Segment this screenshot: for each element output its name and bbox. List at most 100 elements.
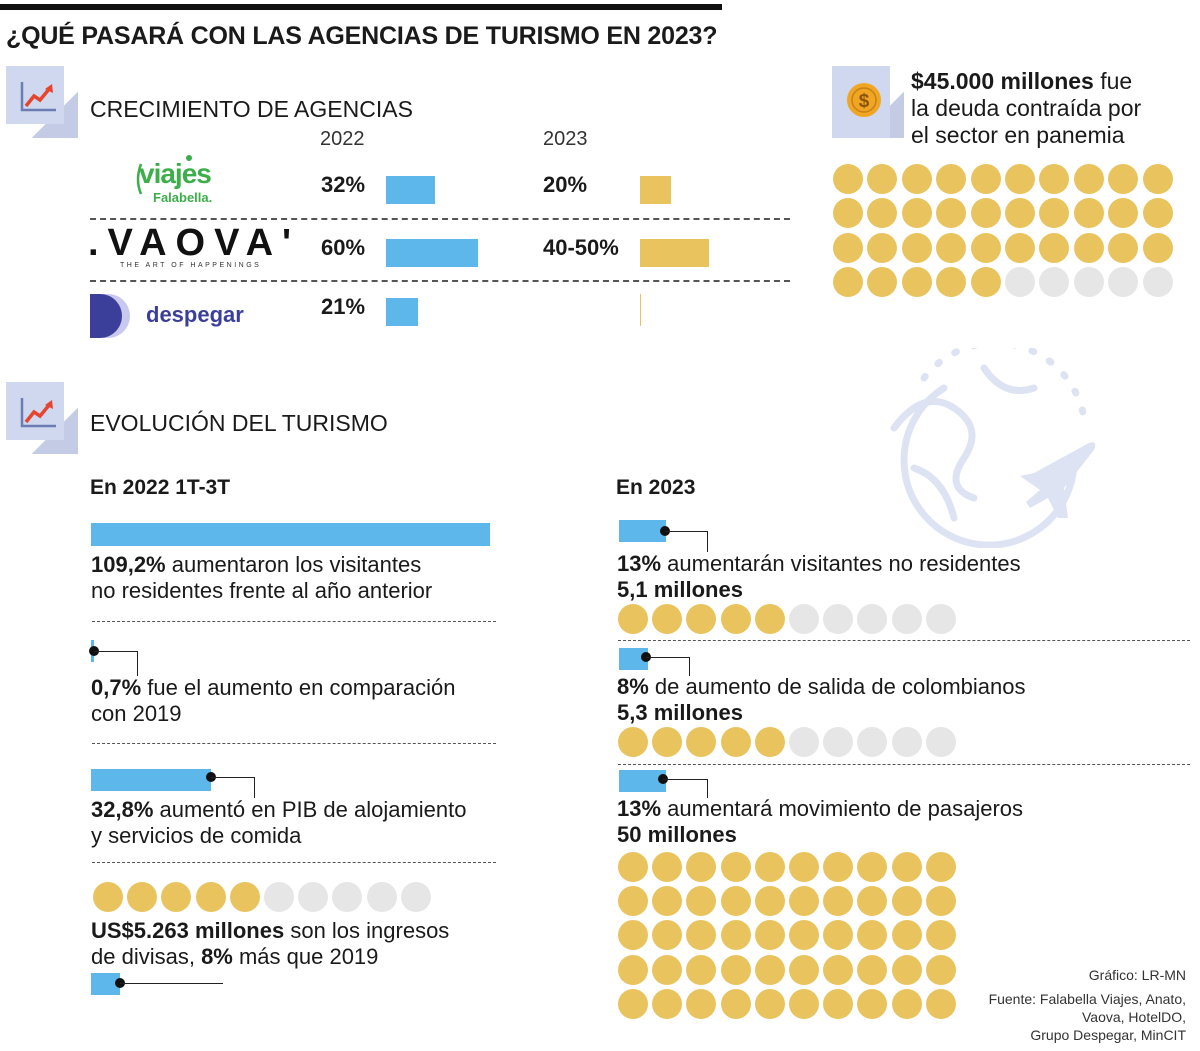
year-label-2022: 2022 xyxy=(320,128,365,150)
departures-dot xyxy=(720,727,751,757)
passengers-dot xyxy=(720,852,751,882)
debt-dot xyxy=(1142,198,1173,229)
left-item-2019: 0,7% fue el aumento en comparación con 20… xyxy=(91,675,456,726)
debt-dot xyxy=(970,232,1001,263)
passengers-dot xyxy=(789,852,819,882)
passengers-dot xyxy=(618,852,648,882)
passengers-dot xyxy=(823,852,854,882)
vaova-logo: .VAOVA' THE ART OF HAPPENINGS xyxy=(88,222,301,269)
pct-label-2022: 21% xyxy=(321,294,366,319)
passengers-dot xyxy=(652,988,683,1019)
debt-dot xyxy=(1039,232,1070,263)
year-label-2023: 2023 xyxy=(543,128,588,150)
pct-label-2022: 60% xyxy=(321,235,366,260)
right-item-departures: 8% de aumento de salida de colombianos xyxy=(617,674,1026,699)
debt-dot xyxy=(936,267,967,298)
passengers-dot xyxy=(823,920,854,951)
passengers-dot xyxy=(618,954,648,985)
item-divider xyxy=(92,743,496,744)
visitors-dot xyxy=(720,604,751,634)
passengers-dot xyxy=(754,988,785,1019)
right-item-visitors: 13% aumentarán visitantes no residentes xyxy=(617,551,1021,576)
passengers-dot xyxy=(891,920,922,951)
currency-dot xyxy=(298,882,329,912)
passengers-dot xyxy=(857,886,888,917)
currency-dot xyxy=(400,882,431,912)
debt-dot xyxy=(1108,232,1139,263)
leader-line xyxy=(646,657,690,676)
debt-dot xyxy=(1039,198,1070,229)
coin-icon: $ xyxy=(832,66,904,142)
departures-dot xyxy=(891,727,922,757)
passengers-dot xyxy=(652,852,683,882)
departures-dot xyxy=(925,727,956,757)
debt-dot xyxy=(1005,267,1035,298)
pct-label-2023: 20% xyxy=(543,172,588,197)
passengers-dot xyxy=(686,988,717,1019)
visitors-dot xyxy=(823,604,854,634)
debt-dot xyxy=(901,267,932,298)
departures-dot xyxy=(652,727,683,757)
departures-dot xyxy=(857,727,888,757)
debt-dot xyxy=(1108,198,1139,229)
item-divider xyxy=(92,621,496,622)
leader-line xyxy=(94,651,138,676)
debt-dot xyxy=(833,164,863,194)
bar-gdp xyxy=(91,769,211,791)
title-rule xyxy=(0,4,722,10)
passengers-dot xyxy=(754,954,785,985)
passengers-dot xyxy=(789,886,819,917)
currency-dot xyxy=(229,882,260,912)
debt-dot xyxy=(1073,198,1104,229)
section-title-growth: CRECIMIENTO DE AGENCIAS xyxy=(90,96,413,122)
debt-text-line2: la deuda contraída por xyxy=(911,95,1142,121)
bar-2023 xyxy=(640,239,709,267)
debt-text-line3: el sector en panemia xyxy=(911,122,1125,148)
bar-2022 xyxy=(386,239,478,267)
debt-dot xyxy=(833,198,863,229)
currency-dot xyxy=(161,882,192,912)
debt-dot xyxy=(901,198,932,229)
visitors-dot xyxy=(891,604,922,634)
debt-dot xyxy=(1073,267,1104,298)
currency-dot xyxy=(366,882,397,912)
left-item-gdp: 32,8% aumentó en PIB de alojamiento y ser… xyxy=(91,797,467,848)
bar-currency xyxy=(91,973,121,995)
debt-dot xyxy=(1142,232,1173,263)
visitors-dot xyxy=(618,604,648,634)
passengers-dot xyxy=(618,988,648,1019)
passengers-dot xyxy=(618,920,648,951)
left-item-visitors: 109,2% aumentaron los visitantes no resid… xyxy=(91,552,433,603)
visitors-dot xyxy=(652,604,683,634)
despegar-logo: despegar xyxy=(88,292,268,340)
passengers-dot xyxy=(686,920,717,951)
passengers-dot xyxy=(720,954,751,985)
page-title: ¿QUÉ PASARÁ CON LAS AGENCIAS DE TURISMO … xyxy=(6,22,718,50)
growth-chart-icon xyxy=(6,66,78,138)
passengers-dot xyxy=(686,852,717,882)
passengers-dot xyxy=(891,954,922,985)
currency-dot xyxy=(195,882,226,912)
passengers-dot xyxy=(789,954,819,985)
passengers-dot xyxy=(857,920,888,951)
leader-line xyxy=(665,531,708,552)
passengers-dot xyxy=(652,886,683,917)
bar-2022 xyxy=(386,176,435,204)
source-line: Grupo Despegar, MinCIT xyxy=(1030,1027,1186,1043)
debt-dot xyxy=(1039,164,1070,194)
departures-dot xyxy=(618,727,648,757)
passengers-dot xyxy=(652,954,683,985)
passengers-dot xyxy=(925,886,956,917)
despegar-2023-empty xyxy=(640,294,641,326)
item-divider xyxy=(618,640,1190,641)
debt-text-rest: fue xyxy=(1093,68,1133,94)
passengers-dot xyxy=(857,988,888,1019)
debt-dot xyxy=(833,232,863,263)
svg-text:$: $ xyxy=(859,91,870,112)
debt-dot xyxy=(833,267,863,298)
passengers-dot xyxy=(891,852,922,882)
passengers-dot xyxy=(891,988,922,1019)
debt-dot xyxy=(1108,267,1139,298)
currency-dot xyxy=(127,882,158,912)
row-divider xyxy=(90,280,790,282)
